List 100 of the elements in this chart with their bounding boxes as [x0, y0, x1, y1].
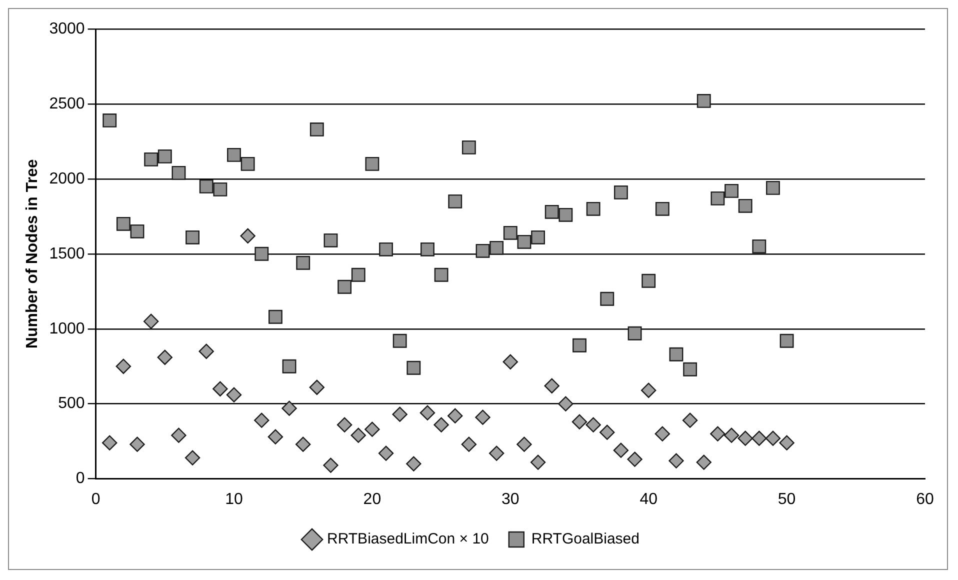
point — [240, 228, 256, 244]
point — [199, 179, 214, 194]
point — [282, 359, 296, 374]
point — [213, 182, 228, 196]
point — [531, 230, 545, 244]
point — [586, 202, 600, 216]
point — [476, 244, 490, 258]
x-tick-label: 10 — [225, 490, 243, 508]
point — [490, 240, 504, 255]
point — [102, 435, 118, 450]
point — [212, 381, 228, 396]
legend-label: RRTBiasedLimCon × 10 — [327, 530, 489, 548]
point — [544, 204, 559, 219]
point — [364, 422, 380, 437]
point — [406, 360, 421, 375]
point — [310, 122, 324, 136]
point — [642, 274, 656, 288]
point — [462, 140, 476, 154]
point — [572, 414, 588, 430]
point — [130, 436, 145, 452]
point — [309, 380, 325, 395]
point — [710, 191, 725, 206]
point — [600, 292, 614, 306]
point — [268, 310, 282, 324]
point — [503, 226, 518, 240]
x-tick-label: 30 — [502, 490, 520, 508]
y-tick-label: 3000 — [49, 20, 85, 38]
point — [669, 347, 684, 362]
point — [157, 350, 172, 365]
point — [350, 428, 366, 443]
point — [752, 239, 766, 254]
point — [158, 149, 172, 164]
y-tick-label: 1500 — [49, 245, 85, 262]
point — [171, 428, 186, 443]
point — [724, 428, 740, 443]
point — [572, 338, 586, 352]
point — [752, 430, 767, 446]
point — [116, 358, 132, 374]
point — [116, 216, 130, 231]
point — [227, 148, 241, 162]
point — [143, 314, 159, 329]
point — [654, 426, 670, 442]
point — [558, 396, 574, 412]
point — [130, 224, 144, 238]
point — [683, 362, 698, 376]
y-tick-label: 2500 — [49, 95, 85, 112]
point — [780, 334, 794, 348]
point — [282, 400, 297, 416]
point — [558, 208, 573, 222]
point — [614, 185, 628, 200]
point — [696, 454, 712, 470]
point — [765, 430, 781, 446]
point — [724, 184, 738, 198]
point — [628, 326, 642, 340]
point — [627, 452, 642, 467]
point — [336, 417, 352, 432]
y-tick-label: 0 — [76, 470, 85, 488]
y-tick-label: 500 — [58, 395, 85, 412]
x-tick-label: 50 — [778, 490, 796, 508]
point — [392, 334, 407, 348]
point — [461, 436, 477, 452]
point — [392, 406, 408, 422]
point — [351, 268, 366, 282]
x-tick-label: 60 — [916, 490, 934, 508]
point — [738, 430, 753, 446]
point — [696, 94, 711, 108]
x-tick-label: 40 — [640, 490, 658, 508]
x-tick-label: 20 — [363, 490, 382, 508]
point — [186, 230, 200, 244]
point — [586, 417, 601, 432]
point — [668, 453, 684, 468]
point — [779, 435, 794, 450]
point — [295, 436, 311, 452]
point — [682, 412, 698, 428]
point — [268, 429, 284, 444]
point — [448, 194, 462, 208]
point — [226, 387, 242, 402]
point — [338, 280, 352, 294]
point — [738, 198, 752, 213]
point — [420, 405, 436, 420]
point — [102, 113, 117, 128]
point — [434, 417, 449, 432]
point — [172, 166, 186, 180]
point — [198, 344, 214, 359]
point — [655, 202, 670, 216]
point — [324, 233, 338, 248]
y-tick-label: 1000 — [49, 320, 85, 338]
point — [488, 446, 504, 461]
point — [254, 412, 270, 428]
y-tick-label: 2000 — [49, 170, 85, 188]
point — [502, 354, 518, 370]
point — [254, 246, 269, 261]
point — [544, 378, 560, 394]
point — [379, 242, 393, 256]
point — [184, 450, 200, 466]
point — [710, 426, 726, 442]
point — [434, 268, 448, 282]
point — [406, 456, 422, 472]
point — [240, 156, 255, 171]
point — [420, 242, 434, 256]
